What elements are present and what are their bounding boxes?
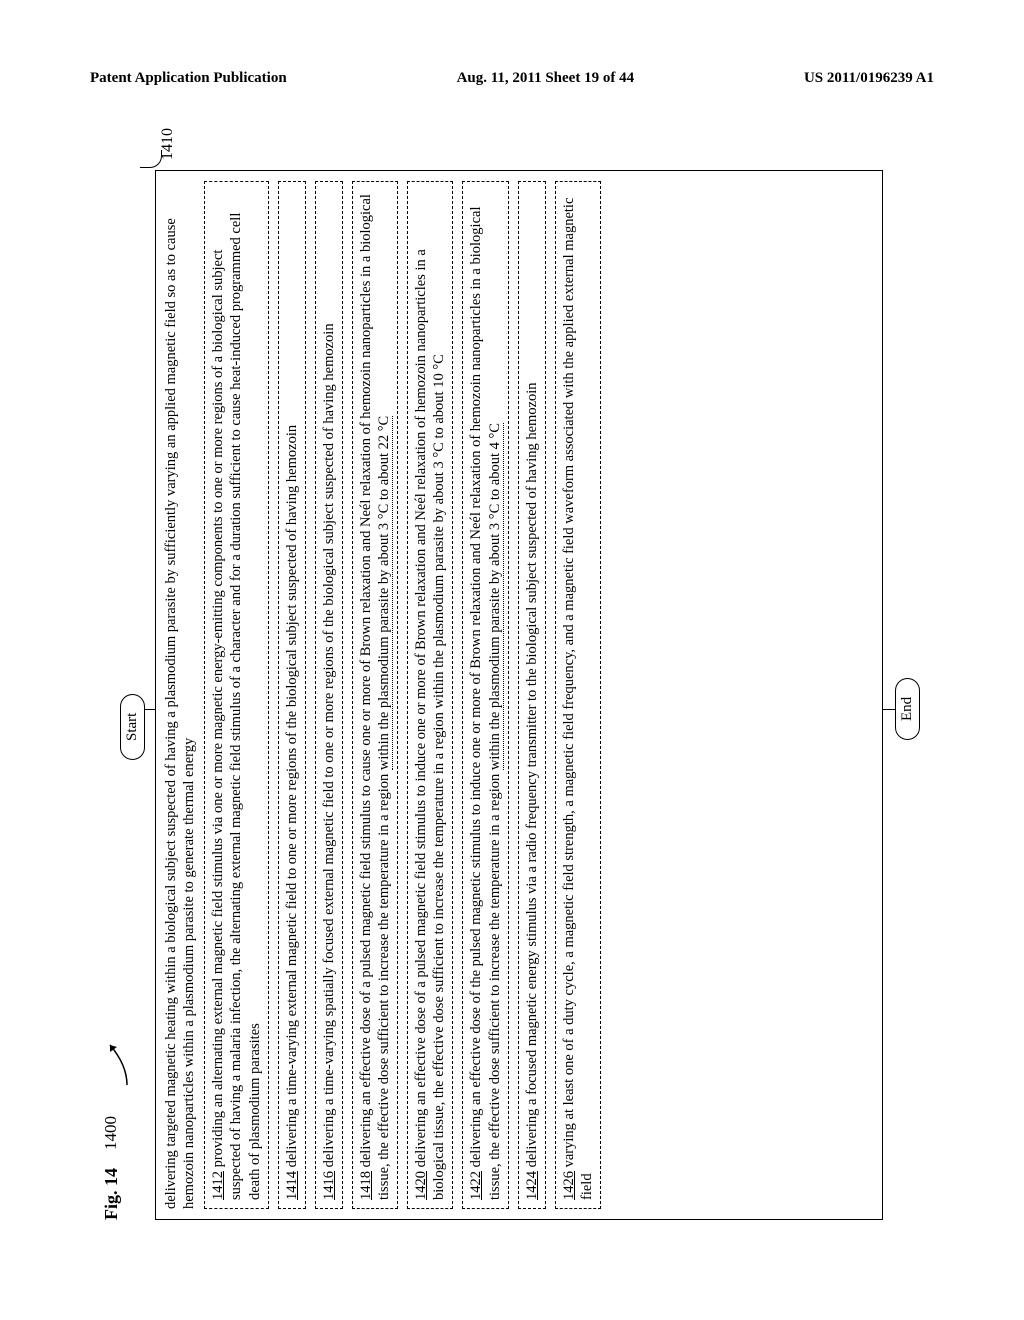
step-text: delivering a time-varying spatially focu… xyxy=(321,323,337,1171)
step-box: 1412 providing an alternating external m… xyxy=(204,181,268,1209)
step-text: varying at least one of a duty cycle, a … xyxy=(561,198,595,1200)
step-text: delivering a focused magnetic energy sti… xyxy=(524,382,540,1171)
main-ref-number: 1410 xyxy=(158,128,178,160)
step-box: 1424 delivering a focused magnetic energ… xyxy=(518,181,546,1209)
header-center: Aug. 11, 2011 Sheet 19 of 44 xyxy=(457,70,635,87)
main-step-box: delivering targeted magnetic heating wit… xyxy=(155,170,883,1220)
connector-line xyxy=(144,709,155,710)
step-box: 1414 delivering a time-varying external … xyxy=(278,181,306,1209)
figure-label: Fig. 14 xyxy=(100,1168,123,1220)
step-box: 1420 delivering an effective dose of a p… xyxy=(407,181,453,1209)
header-right: US 2011/0196239 A1 xyxy=(804,70,934,87)
step-ref: 1422 xyxy=(468,1171,484,1200)
figure-number: 1400 xyxy=(100,1116,121,1150)
step-ref: 1418 xyxy=(358,1171,374,1200)
main-step-text: delivering targeted magnetic heating wit… xyxy=(162,181,198,1209)
figure-area: Fig. 14 1400 Start 1410 delivering targe… xyxy=(100,160,930,1230)
step-ref: 1420 xyxy=(413,1171,429,1200)
step-box: 1418 delivering an effective dose of a p… xyxy=(352,181,398,1209)
patent-page: Patent Application Publication Aug. 11, … xyxy=(0,0,1024,1320)
step-tail: within the plasmodium parasite by about … xyxy=(487,423,504,770)
step-text: delivering a time-varying external magne… xyxy=(284,425,300,1171)
step-text: delivering an effective dose of a pulsed… xyxy=(413,249,447,1200)
step-ref: 1414 xyxy=(284,1171,300,1200)
step-ref: 1412 xyxy=(210,1171,226,1200)
step-ref: 1426 xyxy=(561,1171,577,1200)
step-box: 1416 delivering a time-varying spatially… xyxy=(315,181,343,1209)
flowchart: Fig. 14 1400 Start 1410 delivering targe… xyxy=(100,160,930,1230)
page-header: Patent Application Publication Aug. 11, … xyxy=(90,70,934,87)
step-tail: within the plasmodium parasite by about … xyxy=(376,416,393,770)
header-left: Patent Application Publication xyxy=(90,70,287,87)
step-ref: 1424 xyxy=(524,1171,540,1200)
step-text: providing an alternating external magnet… xyxy=(210,213,262,1200)
arrow-icon xyxy=(102,1030,132,1090)
step-box: 1422 delivering an effective dose of the… xyxy=(462,181,508,1209)
step-box: 1426 varying at least one of a duty cycl… xyxy=(555,181,601,1209)
end-node: End xyxy=(895,678,920,740)
start-node: Start xyxy=(120,694,145,760)
step-ref: 1416 xyxy=(321,1171,337,1200)
